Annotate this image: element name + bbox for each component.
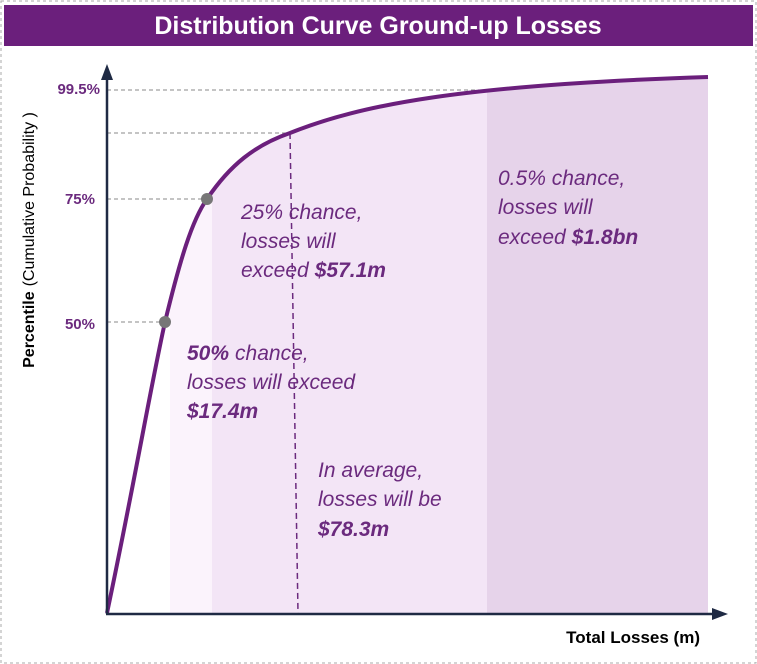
annotation-text: 0.5% chance, — [498, 167, 625, 190]
y-axis-label-rest: (Cumulative Probability ) — [21, 112, 38, 286]
annotation-text: exceed — [498, 226, 567, 249]
annotation-text: losses will — [498, 196, 594, 219]
annotation-text: 50% — [187, 342, 229, 365]
annotation-text: 25% chance, — [240, 201, 362, 224]
point-50 — [159, 316, 171, 328]
point-75 — [201, 193, 213, 205]
title: Distribution Curve Ground-up Losses — [154, 12, 601, 40]
y-axis-label-bold: Percentile — [21, 291, 38, 368]
annotation-mean: In average, losses will be $78.3m — [317, 459, 448, 541]
annotation-p25: 25% chance, losses will exceed $57.1m — [240, 201, 386, 282]
annotation-amount: $78.3m — [317, 518, 389, 541]
axes — [101, 64, 728, 620]
annotation-p50: 50% chance, losses will exceed $17.4m — [186, 342, 361, 423]
annotation-p05: 0.5% chance, losses will exceed $1.8bn — [498, 167, 638, 249]
y-axis-label: Percentile (Cumulative Probability ) — [21, 112, 38, 368]
y-tick-label: 50% — [65, 316, 95, 333]
y-tick-label: 75% — [65, 191, 95, 208]
x-axis-label: Total Losses (m) — [566, 628, 700, 647]
annotation-text: losses will — [241, 230, 337, 253]
guide-lines — [107, 89, 487, 323]
title-bar — [4, 5, 753, 46]
annotation-text: exceed — [241, 259, 310, 282]
annotation-text: In average, — [318, 459, 423, 482]
annotation-amount: $1.8bn — [571, 226, 639, 249]
annotation-text: losses will be — [318, 488, 442, 511]
annotation-text: losses will exceed — [187, 371, 356, 394]
shaded-regions — [170, 77, 708, 613]
annotation-amount: $57.1m — [314, 259, 386, 282]
annotation-text: chance, — [235, 342, 309, 365]
y-tick-label: 99.5% — [57, 81, 100, 98]
annotation-amount: $17.4m — [186, 400, 258, 423]
mean-line — [289, 132, 299, 614]
